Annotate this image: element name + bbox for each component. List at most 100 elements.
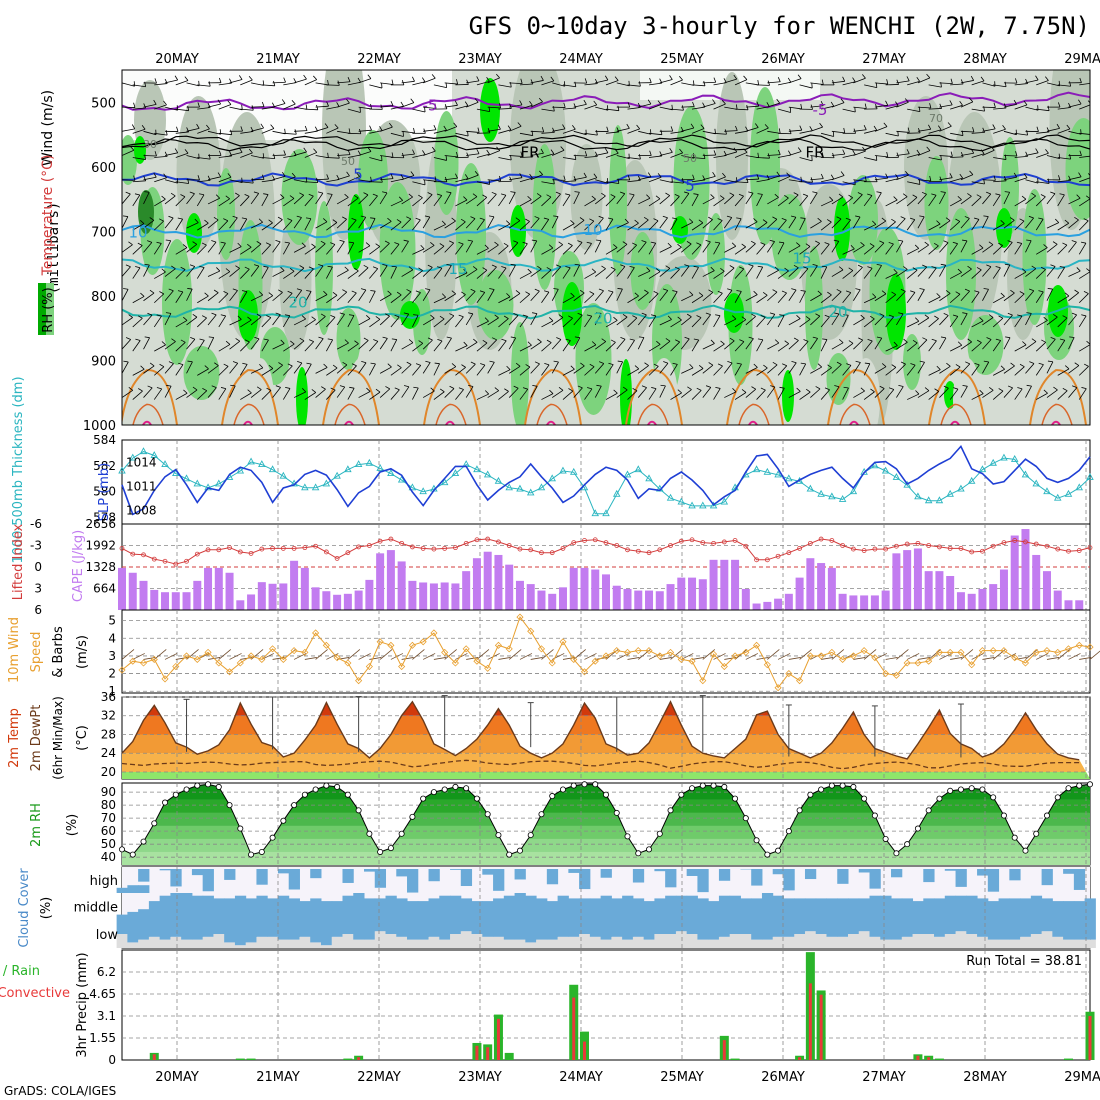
wind-barb bbox=[874, 366, 887, 374]
cloud-cover-bar-middle bbox=[148, 901, 161, 920]
wind-barb-flag bbox=[689, 291, 694, 296]
wind-barb bbox=[627, 107, 641, 110]
wind-barb-flag bbox=[369, 125, 372, 131]
wind-barb-flag bbox=[881, 217, 887, 222]
date-tick-bottom: 22MAY bbox=[357, 1070, 401, 1085]
rh-point bbox=[430, 789, 437, 796]
wind-barb bbox=[272, 314, 281, 326]
wind-barb bbox=[552, 179, 566, 181]
wind-barb-flag bbox=[1059, 338, 1065, 341]
wind-barb bbox=[810, 105, 824, 108]
wind-barb-flag bbox=[755, 123, 759, 128]
cloud-cover-bar-low-overlap bbox=[396, 920, 408, 937]
wind-barb bbox=[734, 341, 745, 352]
wind-barb bbox=[541, 269, 552, 279]
wind-barb-flag bbox=[743, 75, 748, 80]
wind-barb bbox=[863, 391, 875, 400]
wind-barb-flag bbox=[199, 193, 205, 196]
cloud-cover-bar-middle bbox=[525, 895, 537, 920]
wind-speed-point bbox=[505, 645, 513, 653]
wind-barb-flag bbox=[548, 244, 554, 249]
wind-barb-flag bbox=[434, 103, 437, 109]
rh-point bbox=[828, 782, 835, 789]
wind-barb bbox=[175, 196, 186, 207]
wind-barb-flag bbox=[757, 152, 760, 158]
wind-barb bbox=[1078, 293, 1089, 304]
wind-barb bbox=[659, 179, 673, 184]
lifted-index-point bbox=[603, 540, 609, 546]
wind-barb bbox=[928, 340, 937, 352]
wind-speed-point bbox=[236, 659, 244, 667]
wind-barb bbox=[637, 314, 647, 326]
cloud-cover-bar-middle bbox=[536, 898, 548, 920]
wind-barb-flag bbox=[534, 361, 540, 365]
wind-barb-flag bbox=[777, 149, 781, 155]
cloud-cover-bar-high bbox=[944, 869, 957, 871]
lifted-index-point bbox=[937, 544, 942, 550]
lifted-index-point bbox=[323, 549, 329, 555]
wind-barb-flag bbox=[910, 363, 916, 366]
wind-barb-flag bbox=[563, 175, 566, 181]
wind-barb bbox=[713, 220, 723, 231]
wind-barb-10m bbox=[928, 649, 941, 660]
thickness-point bbox=[268, 465, 277, 473]
wind-barb bbox=[928, 84, 942, 88]
wind-barb-flag bbox=[494, 314, 499, 319]
wind-barb-flag bbox=[503, 242, 509, 247]
cloud-cover-bar-high bbox=[138, 869, 150, 882]
wind-barb-flag bbox=[584, 151, 588, 157]
wind-barb bbox=[175, 108, 189, 112]
wind-barb-flag bbox=[424, 215, 430, 218]
thickness-point bbox=[118, 466, 126, 474]
wind-barb bbox=[380, 178, 394, 181]
rh-point bbox=[990, 794, 997, 801]
cloud-cover-bar-high bbox=[364, 869, 376, 872]
wind-barb bbox=[767, 197, 779, 205]
wind-barb-flag bbox=[467, 312, 473, 315]
wind-barb bbox=[197, 222, 209, 231]
wind-barb-flag bbox=[247, 316, 252, 321]
wind-barb-flag bbox=[375, 388, 381, 393]
date-tick-bottom: 20MAY bbox=[155, 1070, 199, 1085]
wind-barb bbox=[282, 388, 291, 400]
date-tick-top: 23MAY bbox=[458, 52, 502, 67]
cape-bar bbox=[462, 571, 471, 610]
wind-barb bbox=[218, 315, 227, 328]
wind-barb bbox=[465, 218, 476, 229]
wind-barb bbox=[906, 342, 918, 352]
thickness-point bbox=[301, 483, 309, 491]
cape-bar bbox=[161, 592, 170, 610]
wind-barb-flag bbox=[415, 217, 421, 221]
cloud-cover-bar-high bbox=[718, 869, 731, 881]
wind-barb bbox=[412, 81, 426, 86]
wind-barb-flag bbox=[850, 244, 855, 250]
wind-barb-flag bbox=[278, 362, 283, 366]
cloud-cover-bar-low bbox=[407, 939, 419, 948]
wind-barb bbox=[487, 150, 500, 156]
wind-barb bbox=[186, 155, 200, 160]
wind-barb-flag bbox=[568, 388, 573, 392]
wind-barb-flag bbox=[1043, 316, 1048, 321]
wind-barb-flag bbox=[946, 362, 951, 367]
wind-barb bbox=[788, 340, 799, 350]
wind-barb bbox=[379, 315, 390, 326]
wind-barb-flag bbox=[396, 291, 402, 296]
wind-barb bbox=[401, 218, 412, 229]
wind-barb bbox=[326, 317, 336, 328]
isotherm-25 bbox=[928, 369, 986, 425]
lifted-index-point bbox=[194, 551, 200, 557]
wind-barb bbox=[197, 179, 211, 183]
cloud-cover-bar-low bbox=[127, 942, 139, 948]
wind-barb bbox=[1046, 222, 1059, 229]
wind-barb bbox=[390, 389, 400, 400]
lifted-index-point bbox=[517, 546, 523, 552]
lifted-index-point bbox=[334, 556, 340, 561]
wind-barb-flag bbox=[895, 101, 899, 106]
wind-barb bbox=[122, 317, 133, 326]
wind-barb-flag bbox=[406, 289, 412, 293]
wind-barb-flag bbox=[1062, 242, 1068, 246]
wind-barb bbox=[573, 130, 587, 136]
wind-barb bbox=[358, 289, 367, 301]
wind-barb bbox=[444, 126, 457, 132]
wind-barb-flag bbox=[805, 243, 811, 247]
